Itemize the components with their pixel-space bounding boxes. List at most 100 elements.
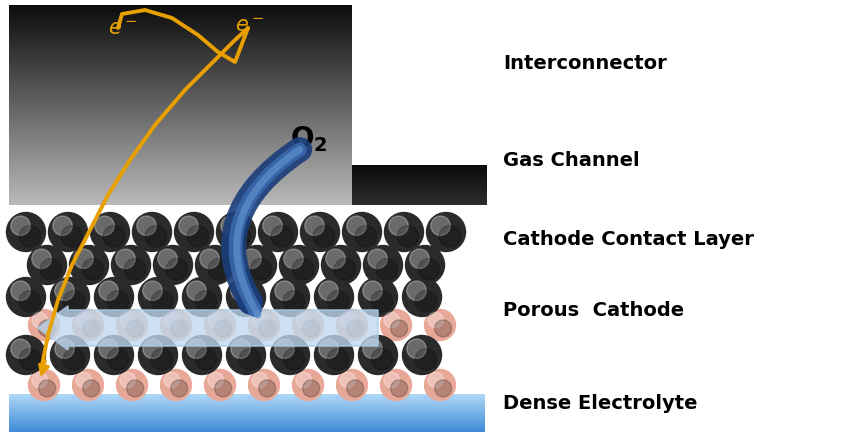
Circle shape: [405, 246, 444, 285]
Circle shape: [195, 246, 235, 285]
Bar: [352, 196, 486, 197]
Bar: [8, 38, 352, 42]
Bar: [8, 118, 352, 122]
Circle shape: [83, 380, 100, 397]
Circle shape: [418, 259, 439, 280]
Bar: [8, 393, 484, 394]
Bar: [8, 182, 352, 185]
Bar: [352, 203, 486, 204]
Bar: [352, 189, 486, 190]
Bar: [8, 410, 484, 411]
Circle shape: [164, 372, 179, 388]
Circle shape: [414, 290, 436, 312]
Circle shape: [166, 259, 187, 280]
Circle shape: [427, 312, 443, 328]
Bar: [8, 32, 352, 35]
Circle shape: [82, 259, 104, 280]
Bar: [8, 12, 352, 15]
Text: Interconnector: Interconnector: [502, 54, 666, 73]
FancyArrow shape: [38, 306, 377, 350]
Bar: [8, 25, 352, 28]
Circle shape: [116, 249, 135, 268]
Circle shape: [339, 372, 355, 388]
Circle shape: [305, 216, 324, 235]
Circle shape: [426, 213, 465, 252]
Circle shape: [55, 339, 74, 359]
Bar: [8, 169, 352, 172]
Circle shape: [279, 246, 318, 285]
Bar: [8, 92, 352, 95]
Circle shape: [170, 320, 187, 337]
Circle shape: [270, 335, 309, 374]
Bar: [8, 8, 352, 12]
Circle shape: [55, 281, 74, 301]
Circle shape: [182, 335, 221, 374]
Bar: [8, 431, 484, 432]
Circle shape: [271, 226, 292, 247]
Circle shape: [170, 380, 187, 397]
Circle shape: [302, 320, 319, 337]
Bar: [8, 51, 352, 55]
Circle shape: [83, 320, 100, 337]
Bar: [352, 200, 486, 201]
Bar: [8, 172, 352, 175]
Circle shape: [424, 309, 455, 341]
Bar: [8, 395, 484, 396]
Bar: [352, 179, 486, 180]
Circle shape: [327, 290, 349, 312]
Bar: [8, 158, 352, 161]
Circle shape: [187, 281, 206, 301]
Bar: [8, 415, 484, 416]
Bar: [8, 135, 352, 138]
Circle shape: [333, 259, 355, 280]
Bar: [8, 192, 352, 195]
Circle shape: [151, 348, 172, 370]
Bar: [8, 411, 484, 412]
Bar: [8, 414, 484, 415]
Circle shape: [76, 312, 91, 328]
Circle shape: [402, 278, 441, 316]
Circle shape: [346, 216, 365, 235]
Bar: [8, 78, 352, 82]
Circle shape: [160, 370, 192, 400]
Bar: [8, 138, 352, 142]
Circle shape: [313, 226, 334, 247]
Bar: [8, 426, 484, 427]
Circle shape: [434, 380, 451, 397]
Circle shape: [208, 372, 223, 388]
Circle shape: [111, 246, 150, 285]
Bar: [352, 201, 486, 202]
Circle shape: [73, 249, 93, 268]
Circle shape: [239, 348, 260, 370]
Bar: [8, 102, 352, 105]
Bar: [352, 195, 486, 196]
Circle shape: [406, 339, 425, 359]
Circle shape: [73, 370, 103, 400]
Bar: [8, 413, 484, 414]
Circle shape: [302, 380, 319, 397]
Circle shape: [195, 290, 216, 312]
Bar: [8, 112, 352, 115]
Circle shape: [241, 249, 261, 268]
Circle shape: [127, 380, 143, 397]
Text: Porous  Cathode: Porous Cathode: [502, 301, 683, 320]
Circle shape: [195, 348, 216, 370]
Circle shape: [182, 278, 221, 316]
Circle shape: [48, 213, 88, 252]
Bar: [8, 175, 352, 178]
Text: Gas Channel: Gas Channel: [502, 151, 639, 170]
Circle shape: [138, 335, 177, 374]
Circle shape: [216, 213, 255, 252]
Circle shape: [414, 348, 436, 370]
Circle shape: [145, 226, 166, 247]
Bar: [352, 182, 486, 183]
Circle shape: [430, 216, 450, 235]
Circle shape: [107, 348, 128, 370]
Circle shape: [63, 290, 84, 312]
Circle shape: [90, 213, 129, 252]
Bar: [8, 402, 484, 403]
Bar: [352, 166, 486, 167]
Circle shape: [258, 320, 275, 337]
Circle shape: [383, 372, 399, 388]
Circle shape: [11, 281, 30, 301]
